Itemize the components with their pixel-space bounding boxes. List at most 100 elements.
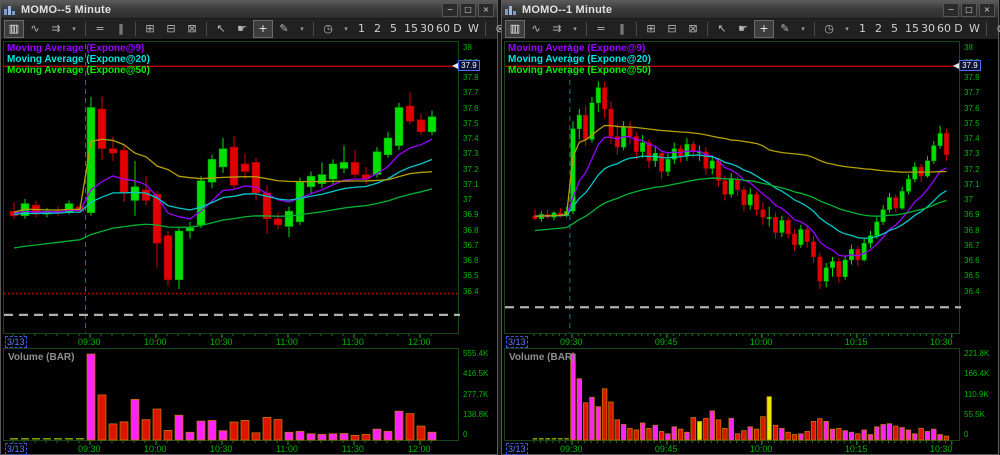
timeframe-15-button[interactable]: 15 bbox=[404, 22, 418, 35]
pan-tool-button[interactable]: ☛ bbox=[738, 22, 748, 35]
clear-studies-button[interactable]: ⊗ bbox=[991, 20, 1000, 38]
split-diagonal-button[interactable]: ⊠ bbox=[187, 22, 197, 35]
time-tick-label: 10:15 bbox=[844, 444, 868, 454]
chart-style-dropdown[interactable]: ▾ bbox=[72, 25, 76, 33]
titlebar[interactable]: MOMO--5 Minute − □ × bbox=[1, 1, 497, 19]
candlestick-series bbox=[532, 81, 949, 289]
horizontal-line-tool-button[interactable]: = bbox=[95, 22, 105, 35]
pan-tool-button[interactable]: ☛ bbox=[237, 22, 247, 35]
price-tick-label: 36.8 bbox=[463, 225, 479, 235]
titlebar[interactable]: MOMO--1 Minute − □ × bbox=[502, 1, 998, 19]
split-horizontal-button[interactable]: ⊟ bbox=[166, 22, 176, 35]
price-tick-label: 37 bbox=[964, 195, 973, 204]
price-tick-label: 37.4 bbox=[964, 134, 980, 143]
chart-area[interactable]: Moving Average (Expone@9) Moving Average … bbox=[502, 40, 998, 455]
line-chart-button[interactable]: ∿ bbox=[30, 22, 40, 35]
time-tick-label: 10:00 bbox=[749, 444, 773, 454]
restore-button[interactable]: □ bbox=[460, 2, 476, 17]
indicator-labels: Moving Average (Expone@9) Moving Average … bbox=[7, 43, 150, 76]
price-tick-label: 37.6 bbox=[964, 103, 980, 113]
split-horizontal-button[interactable]: ⊟ bbox=[667, 22, 677, 35]
split-diagonal-button[interactable]: ⊠ bbox=[688, 22, 698, 35]
alert-price-value: 37.9 bbox=[959, 59, 981, 71]
price-tick-label: 36.4 bbox=[964, 286, 980, 296]
volume-pane[interactable]: Volume (BAR) bbox=[3, 348, 459, 441]
chart-area[interactable]: Moving Average (Expone@9) Moving Average … bbox=[1, 40, 497, 455]
crosshair-tool-button[interactable]: + bbox=[754, 20, 774, 38]
price-pane[interactable]: Moving Average (Expone@9) Moving Average … bbox=[504, 41, 961, 334]
minimize-button[interactable]: − bbox=[442, 2, 458, 17]
grid-layout-button[interactable]: ⊞ bbox=[145, 22, 155, 35]
timeframe-2-button[interactable]: 2 bbox=[374, 22, 381, 35]
chart-style-button[interactable]: ▥ bbox=[4, 20, 24, 38]
timeframe-week-button[interactable]: W bbox=[468, 22, 479, 35]
crosshair-tool-button[interactable]: + bbox=[253, 20, 273, 38]
alert-price-value: 37.9 bbox=[458, 59, 480, 71]
window-controls: − □ × bbox=[442, 2, 494, 17]
price-tick-label: 36.8 bbox=[964, 225, 980, 235]
time-tick-label: 12:00 bbox=[408, 337, 431, 347]
chart-style-button[interactable]: ▥ bbox=[505, 20, 525, 38]
volume-pane[interactable]: Volume (BAR) bbox=[504, 348, 960, 441]
price-tick-label: 37.8 bbox=[463, 73, 479, 82]
vwap-line bbox=[13, 138, 433, 213]
timeframe-day-button[interactable]: D bbox=[954, 22, 963, 35]
time-interval-dropdown[interactable]: ▾ bbox=[845, 25, 849, 33]
line-chart-button[interactable]: ∿ bbox=[531, 22, 541, 35]
bar-chart-icon bbox=[4, 5, 15, 15]
time-interval-button[interactable]: ◷ bbox=[323, 22, 333, 35]
draw-tool-button[interactable]: ✎ bbox=[780, 22, 790, 35]
timeframe-2-button[interactable]: 2 bbox=[875, 22, 882, 35]
window-title: MOMO--1 Minute bbox=[522, 3, 613, 16]
vertical-line-tool-button[interactable]: ‖ bbox=[619, 22, 625, 35]
timeframe-30-button[interactable]: 30 bbox=[420, 22, 434, 35]
close-button[interactable]: × bbox=[979, 2, 995, 17]
left-arrow-icon: ◀ bbox=[452, 60, 459, 70]
horizontal-line-tool-button[interactable]: = bbox=[596, 22, 606, 35]
timeframe-1-button[interactable]: 1 bbox=[859, 22, 866, 35]
volume-tick-label: 166.4K bbox=[964, 369, 990, 379]
timeframe-15-button[interactable]: 15 bbox=[905, 22, 919, 35]
timeframe-week-button[interactable]: W bbox=[969, 22, 980, 35]
time-interval-dropdown[interactable]: ▾ bbox=[344, 25, 348, 33]
chart-style-dropdown[interactable]: ▾ bbox=[573, 25, 577, 33]
price-tick-label: 37.4 bbox=[463, 134, 479, 143]
clear-studies-button[interactable]: ⊗ bbox=[495, 22, 505, 35]
timeframe-day-button[interactable]: D bbox=[453, 22, 462, 35]
pointer-tool-button[interactable]: ↖ bbox=[717, 22, 727, 35]
timeframe-60-button[interactable]: 60 bbox=[436, 22, 450, 35]
volume-axis: 221.8K 166.4K 110.9K 55.5K 0 bbox=[960, 348, 998, 441]
vwap-line bbox=[534, 124, 947, 217]
chart-window-1min: MOMO--1 Minute − □ × ▥ ∿ ⇉ ▾ = ‖ ⊞ ⊟ ⊠ ↖ ☛ + ✎ ▾ ◷ ▾ 1 2 5 15… bbox=[501, 0, 1000, 455]
indicator-button[interactable]: ⇉ bbox=[51, 22, 61, 35]
price-tick-label: 37.7 bbox=[964, 88, 980, 98]
date-label: 3/13 bbox=[506, 336, 528, 348]
time-tick-label: 10:30 bbox=[210, 337, 233, 347]
vertical-line-tool-button[interactable]: ‖ bbox=[118, 22, 124, 35]
timeframe-60-button[interactable]: 60 bbox=[937, 22, 951, 35]
pointer-tool-button[interactable]: ↖ bbox=[216, 22, 226, 35]
price-tick-label: 37.7 bbox=[463, 88, 479, 98]
minimize-button[interactable]: − bbox=[943, 2, 959, 17]
price-tick-label: 36.5 bbox=[964, 271, 980, 281]
price-tick-label: 37.2 bbox=[463, 164, 479, 174]
price-pane[interactable]: Moving Average (Expone@9) Moving Average … bbox=[3, 41, 460, 334]
grid-layout-button[interactable]: ⊞ bbox=[646, 22, 656, 35]
draw-tool-dropdown[interactable]: ▾ bbox=[300, 25, 304, 33]
timeframe-30-button[interactable]: 30 bbox=[921, 22, 935, 35]
restore-button[interactable]: □ bbox=[961, 2, 977, 17]
indicator-label: Moving Average (Expone@9) bbox=[508, 43, 646, 54]
indicator-button[interactable]: ⇉ bbox=[552, 22, 562, 35]
draw-tool-button[interactable]: ✎ bbox=[279, 22, 289, 35]
draw-tool-dropdown[interactable]: ▾ bbox=[801, 25, 805, 33]
timeframe-5-button[interactable]: 5 bbox=[891, 22, 898, 35]
timeframe-1-button[interactable]: 1 bbox=[358, 22, 365, 35]
time-interval-button[interactable]: ◷ bbox=[824, 22, 834, 35]
price-tick-label: 37.1 bbox=[463, 179, 479, 189]
close-button[interactable]: × bbox=[478, 2, 494, 17]
toolbar-separator bbox=[986, 22, 987, 36]
timeframe-5-button[interactable]: 5 bbox=[390, 22, 397, 35]
left-arrow-icon: ◀ bbox=[953, 60, 960, 70]
price-axis: 38 37.9 37.8 37.7 37.6 37.5 37.4 37.3 37.2 37.1 37… bbox=[452, 41, 497, 334]
